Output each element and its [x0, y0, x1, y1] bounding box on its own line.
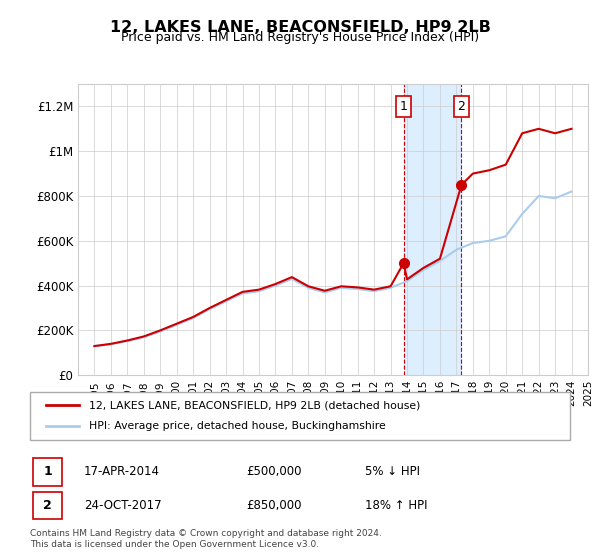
Text: HPI: Average price, detached house, Buckinghamshire: HPI: Average price, detached house, Buck… [89, 421, 386, 431]
Text: Contains HM Land Registry data © Crown copyright and database right 2024.
This d: Contains HM Land Registry data © Crown c… [30, 529, 382, 549]
Text: 5% ↓ HPI: 5% ↓ HPI [365, 465, 420, 478]
Text: 12, LAKES LANE, BEACONSFIELD, HP9 2LB: 12, LAKES LANE, BEACONSFIELD, HP9 2LB [110, 20, 490, 35]
FancyBboxPatch shape [33, 492, 62, 519]
Text: 12, LAKES LANE, BEACONSFIELD, HP9 2LB (detached house): 12, LAKES LANE, BEACONSFIELD, HP9 2LB (d… [89, 400, 421, 410]
Text: 18% ↑ HPI: 18% ↑ HPI [365, 499, 427, 512]
Text: 1: 1 [400, 100, 407, 113]
FancyBboxPatch shape [33, 458, 62, 486]
Bar [404, 84, 461, 375]
Text: 2: 2 [458, 100, 466, 113]
Text: 24-OCT-2017: 24-OCT-2017 [84, 499, 161, 512]
FancyBboxPatch shape [30, 392, 570, 440]
Text: £500,000: £500,000 [246, 465, 302, 478]
Text: 2: 2 [43, 499, 52, 512]
Text: 1: 1 [43, 465, 52, 478]
Text: 17-APR-2014: 17-APR-2014 [84, 465, 160, 478]
Text: Price paid vs. HM Land Registry's House Price Index (HPI): Price paid vs. HM Land Registry's House … [121, 31, 479, 44]
Text: £850,000: £850,000 [246, 499, 302, 512]
